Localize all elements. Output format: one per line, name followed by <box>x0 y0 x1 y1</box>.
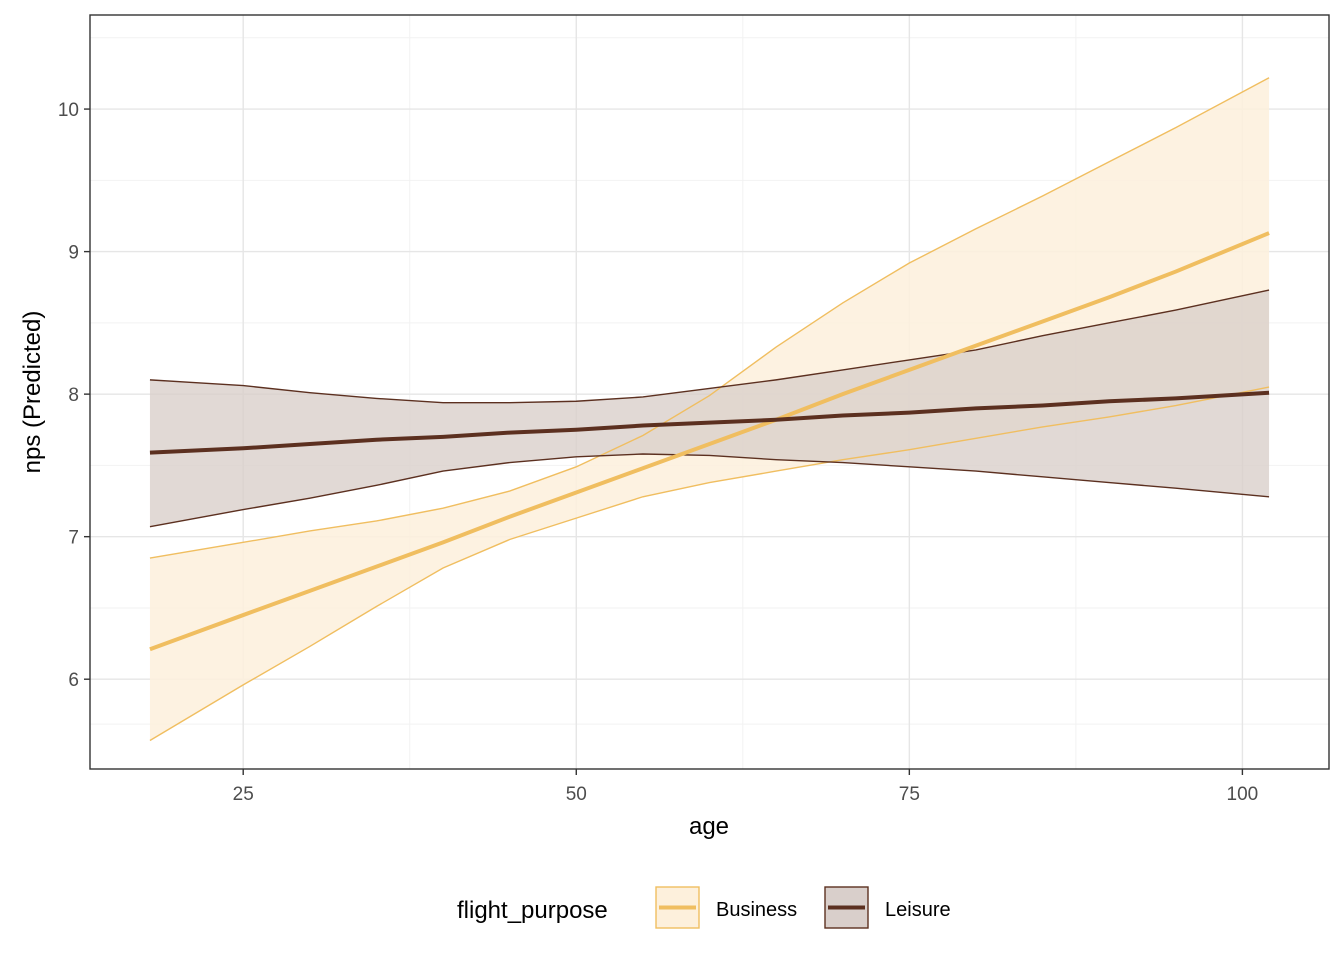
y-tick-label: 7 <box>68 528 79 549</box>
ribbon-lower-edge-leisure <box>149 453 1270 528</box>
panel-border <box>89 14 1330 770</box>
legend-title: flight_purpose <box>457 897 608 924</box>
y-tick-label: 8 <box>68 385 79 406</box>
x-tick-label: 75 <box>899 784 920 805</box>
x-tick-label: 25 <box>233 784 254 805</box>
ribbon-upper-edge-leisure <box>149 289 1270 404</box>
y-tick-label: 9 <box>68 243 79 264</box>
y-tick-label: 6 <box>68 670 79 691</box>
legend-label-business: Business <box>716 899 797 921</box>
legend: flight_purpose Business Leisure <box>457 886 951 929</box>
ribbon-upper-edge-business <box>149 77 1270 559</box>
x-tick-label: 50 <box>566 784 587 805</box>
ribbon-lower-edge-business <box>149 386 1270 742</box>
y-tick-label: 10 <box>58 100 79 121</box>
plot-area: 25 50 75 100 6 7 8 9 10 <box>58 14 1330 805</box>
ribbon-leisure <box>149 290 1270 527</box>
legend-label-leisure: Leisure <box>885 899 951 921</box>
x-axis-title: age <box>689 813 729 840</box>
y-axis-title: nps (Predicted) <box>19 311 46 474</box>
series-line-leisure <box>149 390 1270 455</box>
series-line-business <box>149 231 1270 652</box>
x-tick-label: 100 <box>1227 784 1259 805</box>
